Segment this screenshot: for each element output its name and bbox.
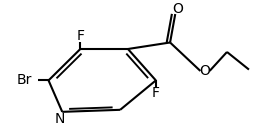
Text: O: O — [200, 64, 210, 78]
Text: O: O — [172, 2, 183, 16]
Text: F: F — [152, 86, 160, 100]
Text: N: N — [55, 112, 65, 126]
Text: F: F — [76, 29, 84, 43]
Text: Br: Br — [16, 73, 32, 87]
